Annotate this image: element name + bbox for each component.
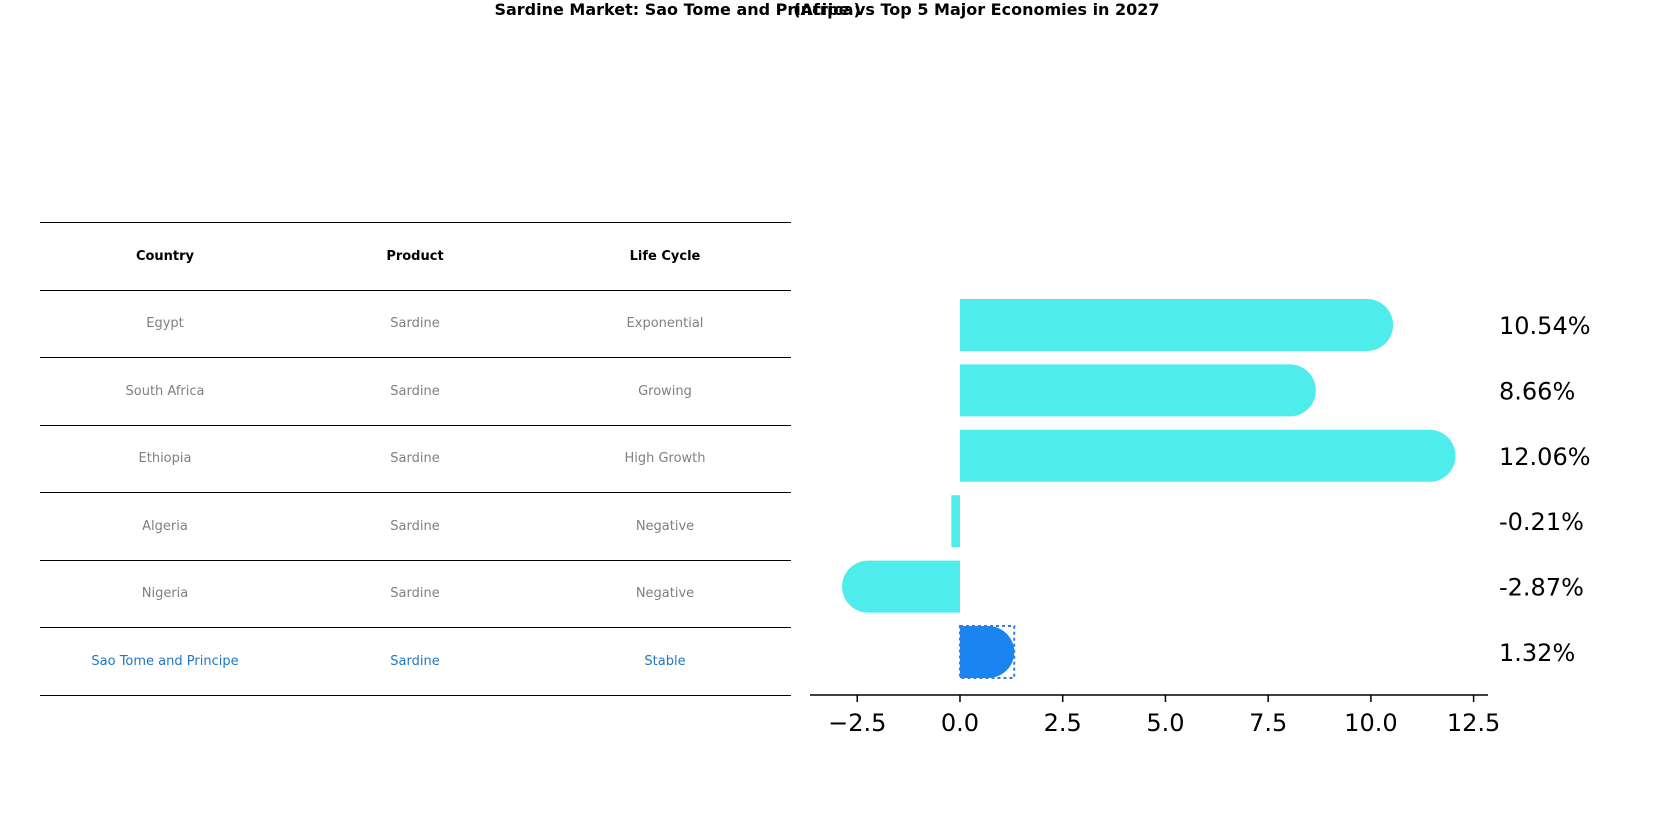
cell-product: Sardine — [390, 653, 440, 669]
header-product: Product — [386, 248, 444, 264]
bar — [842, 560, 960, 613]
cell-product: Sardine — [390, 316, 440, 332]
header-life-cycle: Life Cycle — [629, 248, 701, 264]
bar-value-label: -0.21% — [1499, 508, 1584, 536]
bar-value-label: 12.06% — [1499, 443, 1591, 471]
x-tick-label: 7.5 — [1249, 709, 1287, 737]
x-tick-label: 12.5 — [1447, 709, 1500, 737]
cell-country: Algeria — [142, 518, 188, 534]
bar-value-label: 8.66% — [1499, 377, 1575, 405]
bar-value-label: 10.54% — [1499, 312, 1591, 340]
table-row: Egypt Sardine Exponential — [40, 289, 791, 358]
x-tick-label: −2.5 — [828, 709, 886, 737]
bar-value-label: 1.32% — [1499, 639, 1575, 667]
cell-life-cycle: Growing — [638, 383, 692, 399]
x-tick-label: 2.5 — [1044, 709, 1082, 737]
cell-product: Sardine — [390, 383, 440, 399]
table-row: Algeria Sardine Negative — [40, 492, 791, 560]
x-tick-label: 10.0 — [1344, 709, 1397, 737]
bar — [959, 299, 1394, 351]
cell-life-cycle: High Growth — [624, 451, 706, 467]
x-tick-label: 0.0 — [941, 709, 979, 737]
table-row: South Africa Sardine Growing — [40, 357, 791, 425]
cell-life-cycle: Negative — [635, 586, 695, 602]
bar — [959, 429, 1456, 482]
table-row: Ethiopia Sardine High Growth — [40, 424, 791, 493]
cell-product: Sardine — [390, 518, 440, 534]
table-row: Nigeria Sardine Negative — [40, 559, 791, 628]
table-row-highlighted: Sao Tome and Principe Sardine Stable — [40, 627, 791, 696]
table-header-row: Country Product Life Cycle — [40, 222, 791, 290]
chart-subtitle: (Africa) — [793, 0, 861, 19]
cell-life-cycle: Negative — [635, 518, 695, 534]
data-table: Country Product Life Cycle Egypt Sardine… — [40, 222, 791, 696]
chart-title: Sardine Market: Sao Tome and Principe vs… — [494, 0, 1160, 19]
cell-country: Egypt — [146, 316, 184, 332]
x-tick-label: 5.0 — [1146, 709, 1184, 737]
cell-country: South Africa — [125, 383, 205, 399]
bar — [951, 495, 960, 548]
bar — [959, 364, 1316, 417]
cell-life-cycle: Stable — [644, 653, 686, 669]
cell-life-cycle: Exponential — [626, 316, 704, 332]
bar-value-label: -2.87% — [1499, 574, 1584, 602]
bar-highlighted — [959, 626, 1015, 678]
cell-product: Sardine — [390, 451, 440, 467]
cell-country: Sao Tome and Principe — [91, 653, 239, 669]
cell-country: Nigeria — [141, 586, 189, 602]
bar-highlight-outline — [958, 625, 1016, 679]
cell-country: Ethiopia — [138, 451, 192, 467]
header-country: Country — [135, 248, 195, 264]
cell-product: Sardine — [390, 586, 440, 602]
